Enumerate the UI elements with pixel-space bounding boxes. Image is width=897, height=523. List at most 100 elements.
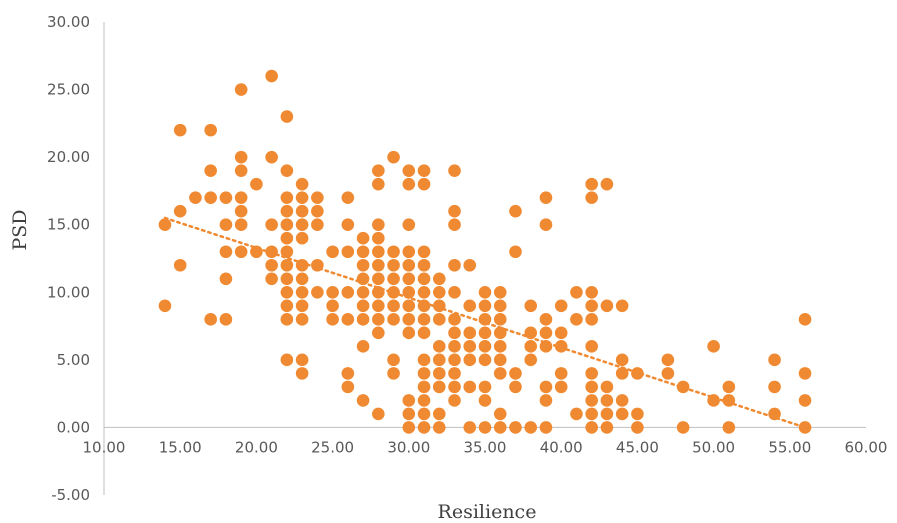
data-point [585, 367, 598, 380]
data-point [356, 340, 370, 353]
data-point [204, 191, 217, 204]
data-point [280, 272, 294, 286]
y-tick-label: 20.00 [47, 148, 90, 166]
data-point [768, 380, 781, 394]
data-point [173, 204, 187, 218]
x-tick-label: 50.00 [692, 438, 735, 456]
data-point [798, 421, 812, 434]
data-point [234, 164, 248, 177]
x-tick-label: 40.00 [540, 438, 583, 456]
data-point [402, 326, 416, 340]
data-point [570, 313, 583, 326]
data-point [478, 394, 492, 407]
data-point [463, 421, 477, 434]
data-point [432, 272, 446, 286]
data-point [539, 313, 553, 326]
data-point [280, 218, 294, 232]
data-point [615, 353, 629, 367]
data-point [387, 367, 400, 380]
x-tick-label: 25.00 [311, 438, 354, 456]
data-point [524, 340, 538, 353]
data-point [493, 313, 507, 326]
data-point [554, 380, 568, 394]
data-point [402, 285, 416, 299]
data-point [265, 272, 278, 286]
data-point [295, 367, 309, 380]
data-point [432, 353, 446, 367]
data-point [417, 272, 431, 286]
data-point [295, 299, 309, 313]
data-point [554, 326, 568, 340]
data-point [280, 204, 294, 218]
data-point [219, 191, 233, 204]
data-point [478, 313, 492, 326]
data-point [478, 285, 492, 299]
data-point [554, 367, 568, 380]
data-point [372, 177, 385, 191]
y-tick-label: 15.00 [47, 216, 90, 234]
data-point [539, 218, 553, 232]
data-point [478, 299, 492, 313]
data-point [448, 367, 461, 380]
data-point [585, 407, 598, 421]
x-tick-label: 10.00 [83, 438, 126, 456]
data-point [432, 380, 446, 394]
data-point [295, 191, 309, 204]
data-point [585, 340, 598, 353]
data-point [311, 258, 324, 272]
data-point [280, 285, 294, 299]
data-point [356, 285, 370, 299]
data-point [432, 421, 446, 434]
data-point [478, 380, 492, 394]
data-point [493, 285, 507, 299]
data-point [570, 285, 583, 299]
data-point [463, 299, 477, 313]
data-point [585, 313, 598, 326]
data-point [265, 218, 278, 232]
data-point [585, 285, 598, 299]
data-point [417, 285, 431, 299]
data-point [356, 299, 370, 313]
y-tick-label: 30.00 [47, 13, 90, 31]
data-point [448, 285, 461, 299]
data-point [295, 272, 309, 286]
data-point [432, 313, 446, 326]
data-point [387, 313, 400, 326]
data-point [234, 191, 248, 204]
data-point [539, 394, 553, 407]
data-point [158, 218, 172, 232]
data-point [615, 299, 629, 313]
data-point [280, 353, 294, 367]
data-point [250, 245, 263, 259]
data-point [722, 394, 736, 407]
data-point [387, 245, 400, 259]
data-point [448, 394, 461, 407]
data-point [189, 191, 202, 204]
data-point [722, 421, 736, 434]
data-point [585, 191, 598, 204]
data-point [432, 407, 446, 421]
data-point [402, 299, 416, 313]
data-point [326, 299, 339, 313]
data-point [372, 299, 385, 313]
data-point [280, 191, 294, 204]
data-point [356, 394, 370, 407]
data-point [234, 83, 248, 96]
x-tick-labels: 10.00 15.00 20.00 25.00 30.00 35.00 40.00 45.00… [83, 438, 888, 456]
x-tick-label: 60.00 [845, 438, 888, 456]
data-point [600, 299, 614, 313]
data-point [372, 272, 385, 286]
data-point [280, 299, 294, 313]
data-point [402, 218, 416, 232]
data-point [631, 367, 644, 380]
data-point [600, 177, 614, 191]
data-point [356, 313, 370, 326]
y-tick-label: 5.00 [57, 351, 90, 369]
data-point [295, 218, 309, 232]
data-point [326, 285, 339, 299]
x-tick-label: 35.00 [464, 438, 507, 456]
data-point [493, 421, 507, 434]
data-point [722, 380, 736, 394]
